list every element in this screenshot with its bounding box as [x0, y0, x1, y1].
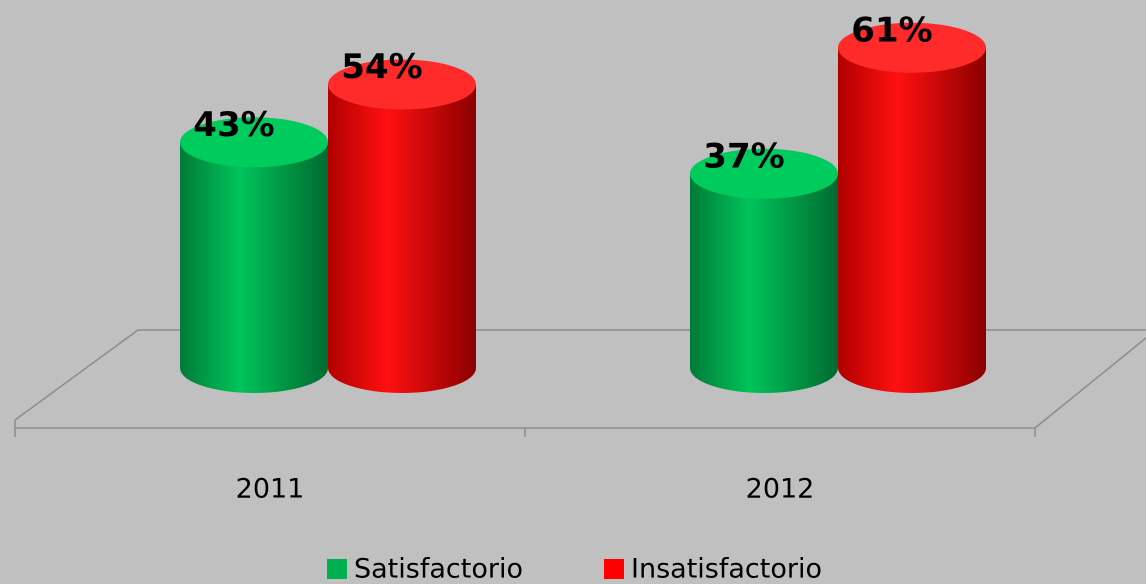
value-label: 37%: [703, 136, 784, 176]
legend-label: Satisfactorio: [354, 554, 523, 584]
cylinder: [328, 59, 476, 393]
cylinder-top: [180, 117, 328, 168]
cylinder-top: [328, 59, 476, 110]
cylinder: [690, 148, 838, 393]
x-tick-label: 2012: [746, 474, 815, 505]
x-tick-label: 2011: [236, 474, 305, 505]
legend-swatch: [327, 559, 347, 579]
cylinder-body: [690, 173, 838, 393]
cylinder-body: [838, 47, 986, 393]
value-label: 54%: [341, 47, 422, 87]
legend-swatch: [604, 559, 624, 579]
cylinder-body: [180, 142, 328, 393]
cylinder-top: [838, 22, 986, 73]
value-label: 61%: [851, 10, 932, 50]
cylinder-top: [690, 148, 838, 199]
cylinder-body: [328, 84, 476, 393]
cylinder: [838, 22, 986, 393]
value-label: 43%: [193, 105, 274, 145]
cylinder: [180, 117, 328, 393]
legend-label: Insatisfactorio: [631, 554, 822, 584]
